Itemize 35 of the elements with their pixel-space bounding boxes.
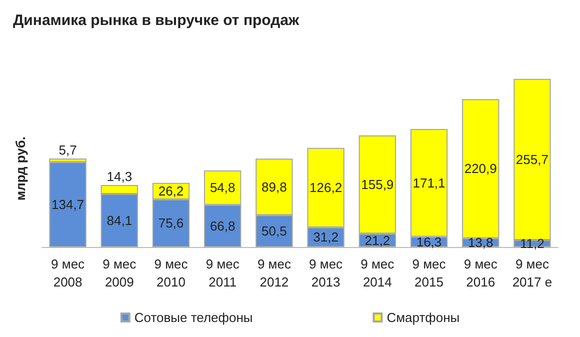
data-label: 84,1 (106, 213, 132, 228)
data-label: 220,9 (464, 161, 497, 176)
x-tick-label: 9 мес 2009 (102, 256, 137, 290)
data-label: 171,1 (412, 175, 446, 190)
bar (49, 162, 86, 247)
data-label: 155,9 (361, 177, 394, 192)
x-tick-label: 9 мес 2016 (464, 256, 498, 290)
x-tick-label: 9 мес 2012 (257, 256, 292, 290)
x-tick-label: 9 мес 2014 (360, 256, 395, 290)
data-label: 21,2 (364, 232, 390, 248)
data-label: 14,3 (106, 169, 132, 184)
x-tick-label: 9 мес 2011 (206, 256, 240, 290)
data-label: 75,6 (158, 216, 184, 231)
legend-label: Сотовые телефоны (134, 310, 253, 325)
data-label: 126,2 (310, 180, 342, 196)
x-tick-label: 9 мес 2010 (154, 256, 188, 290)
x-tick-label: 9 мес 2008 (51, 256, 86, 290)
data-label: 13,8 (468, 235, 494, 250)
chart-title: Динамика рынка в выручке от продаж (13, 12, 300, 29)
data-label: 50,5 (262, 224, 287, 239)
data-label: 66,8 (210, 218, 236, 234)
y-axis-title: млрд руб. (13, 136, 28, 200)
x-tick-label: 9 мес 2013 (309, 256, 344, 290)
data-label: 54,8 (210, 180, 236, 196)
data-label: 31,2 (313, 230, 338, 245)
data-label: 16,3 (416, 234, 442, 250)
x-tick-label: 9 мес 2017 е (512, 256, 552, 290)
legend-label: Смартфоны (386, 310, 460, 325)
data-label: 26,2 (158, 184, 184, 199)
data-label: 255,7 (516, 152, 548, 167)
data-label: 134,7 (52, 197, 84, 212)
data-label: 89,8 (262, 179, 287, 194)
data-label: 5,7 (58, 142, 77, 158)
data-label: 11,2 (520, 236, 544, 251)
x-tick-label: 9 мес 2015 (412, 256, 446, 290)
